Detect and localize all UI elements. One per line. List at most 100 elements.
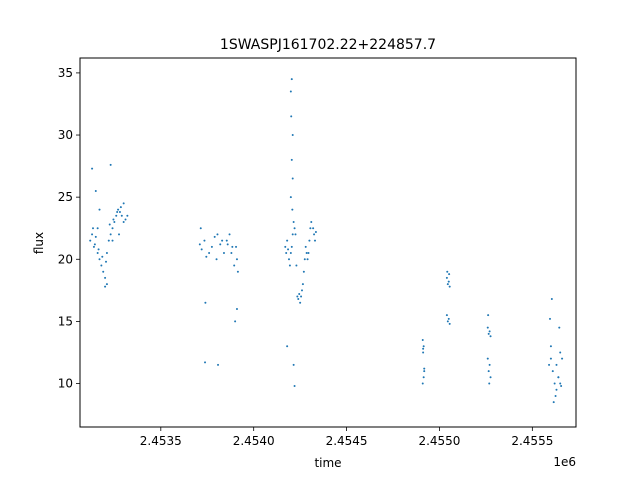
data-point xyxy=(92,245,95,248)
data-point xyxy=(448,285,451,288)
y-tick-label: 25 xyxy=(58,190,73,204)
data-point xyxy=(118,233,121,236)
data-point xyxy=(105,252,108,255)
data-point xyxy=(422,351,425,354)
y-tick-label: 10 xyxy=(58,377,73,391)
data-point xyxy=(284,245,287,248)
data-point xyxy=(488,330,491,333)
data-point xyxy=(115,214,118,217)
data-point xyxy=(124,218,127,221)
data-point xyxy=(215,258,218,261)
data-point xyxy=(445,314,448,317)
data-point xyxy=(555,388,558,391)
data-point xyxy=(558,326,561,329)
data-point xyxy=(93,243,96,246)
data-point xyxy=(287,248,290,251)
data-point xyxy=(422,376,425,379)
data-point xyxy=(101,255,104,258)
data-point xyxy=(290,158,293,161)
data-point xyxy=(549,345,552,348)
data-point xyxy=(291,134,294,137)
data-point xyxy=(421,339,424,342)
data-point xyxy=(310,221,313,223)
data-point xyxy=(552,401,555,404)
data-point xyxy=(288,264,291,267)
x-tick-label: 2.4550 xyxy=(418,434,460,448)
data-point xyxy=(487,370,490,373)
data-point xyxy=(303,258,306,261)
y-tick-label: 35 xyxy=(58,66,73,80)
x-tick-label: 2.4555 xyxy=(511,434,553,448)
data-point xyxy=(108,223,111,226)
data-point xyxy=(91,233,94,236)
data-point xyxy=(290,78,293,81)
data-point xyxy=(203,239,206,242)
plot-frame xyxy=(79,57,577,428)
data-point xyxy=(117,208,120,211)
data-point xyxy=(559,382,562,385)
data-point xyxy=(486,326,489,329)
data-point xyxy=(222,252,225,255)
data-point xyxy=(488,363,491,366)
x-tick-label: 2.4535 xyxy=(140,434,182,448)
data-point xyxy=(486,357,489,360)
x-axis-label: time xyxy=(314,456,341,470)
data-point xyxy=(286,345,289,348)
data-point xyxy=(111,227,114,230)
data-point xyxy=(447,280,450,283)
data-point xyxy=(446,283,449,286)
data-point xyxy=(446,270,449,273)
y-tick-label: 20 xyxy=(58,252,73,266)
data-point xyxy=(448,322,451,325)
data-point xyxy=(560,385,563,387)
data-point xyxy=(445,276,448,279)
data-point xyxy=(306,258,309,261)
data-point xyxy=(446,320,449,323)
data-point xyxy=(97,248,100,251)
data-point xyxy=(102,270,105,273)
data-point xyxy=(312,227,315,230)
data-point xyxy=(113,221,116,223)
data-point xyxy=(423,367,426,370)
data-point xyxy=(554,394,557,397)
data-point xyxy=(295,264,298,267)
data-point xyxy=(225,239,228,242)
data-point xyxy=(289,252,292,255)
data-point xyxy=(549,357,552,360)
data-point xyxy=(291,233,294,236)
data-point xyxy=(120,214,123,217)
data-point xyxy=(551,370,554,373)
data-point xyxy=(555,363,558,366)
data-point xyxy=(208,252,211,255)
data-point xyxy=(221,239,224,242)
data-point xyxy=(119,206,122,209)
data-point xyxy=(200,248,203,251)
x-tick-label: 2.4540 xyxy=(233,434,275,448)
data-point xyxy=(105,260,108,263)
data-point xyxy=(111,239,114,242)
data-point xyxy=(89,239,92,242)
data-point xyxy=(293,227,296,230)
y-tick-label: 30 xyxy=(58,128,73,142)
data-point xyxy=(421,382,424,385)
data-point xyxy=(198,243,201,246)
data-point xyxy=(291,177,294,180)
data-point xyxy=(557,376,560,379)
data-point xyxy=(489,335,492,338)
data-point xyxy=(107,239,110,242)
data-point xyxy=(290,115,293,118)
data-point xyxy=(422,347,425,350)
data-point xyxy=(104,276,107,279)
data-point xyxy=(235,258,238,261)
data-point xyxy=(302,270,305,273)
data-point xyxy=(235,245,238,248)
y-axis: 10 15 20 25 30 35 xyxy=(58,66,80,391)
data-point xyxy=(126,214,129,217)
data-point xyxy=(297,298,300,301)
data-point xyxy=(92,227,95,230)
data-point xyxy=(289,90,292,93)
data-points xyxy=(89,78,564,404)
data-point xyxy=(313,233,316,236)
data-point xyxy=(91,167,94,170)
